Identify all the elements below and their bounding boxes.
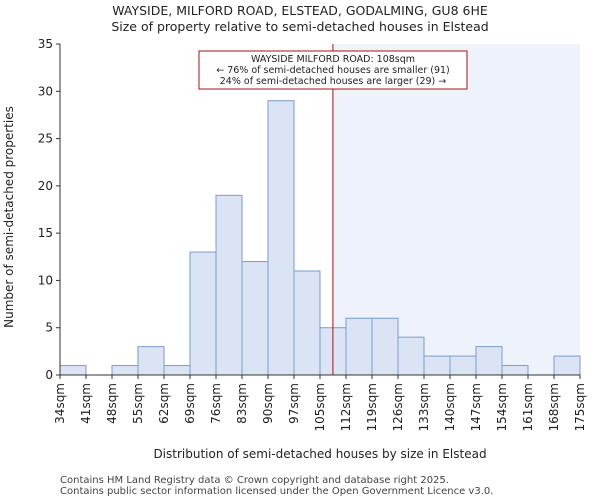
x-tick-label: 175sqm — [573, 383, 587, 431]
y-tick-label: 0 — [45, 368, 53, 382]
x-tick-label: 90sqm — [261, 383, 275, 424]
x-tick-label: 126sqm — [391, 383, 405, 431]
chart-title-line2: Size of property relative to semi-detach… — [111, 19, 488, 34]
bar-90sqm — [267, 100, 295, 376]
bar-119sqm — [371, 317, 399, 376]
x-tick-label: 119sqm — [365, 383, 379, 431]
y-tick-label: 5 — [45, 321, 53, 335]
x-tick-label: 147sqm — [469, 383, 483, 431]
y-tick-label: 35 — [38, 37, 53, 51]
x-tick-label: 62sqm — [157, 383, 171, 424]
x-tick-label: 34sqm — [53, 383, 67, 424]
x-tick-label: 154sqm — [495, 383, 509, 431]
x-tick-label: 140sqm — [443, 383, 457, 431]
x-tick-label: 161sqm — [521, 383, 535, 431]
y-tick-label: 30 — [38, 84, 53, 98]
y-tick-label: 15 — [38, 226, 53, 240]
annotation-larger: 24% of semi-detached houses are larger (… — [220, 76, 447, 87]
x-tick-label: 133sqm — [417, 383, 431, 431]
bar-97sqm — [293, 270, 321, 376]
x-tick-label: 168sqm — [547, 383, 561, 431]
y-tick-label: 20 — [38, 179, 53, 193]
y-axis-title: Number of semi-detached properties — [2, 106, 16, 328]
bar-69sqm — [189, 251, 217, 376]
bar-83sqm — [241, 261, 269, 376]
x-axis-title: Distribution of semi-detached houses by … — [153, 447, 486, 461]
bar-168sqm — [553, 355, 581, 376]
footer-line1: Contains HM Land Registry data © Crown c… — [60, 475, 449, 486]
chart-title-line1: WAYSIDE, MILFORD ROAD, ELSTEAD, GODALMIN… — [112, 3, 488, 18]
annotation-box-frame — [198, 50, 468, 90]
bar-112sqm — [345, 317, 373, 376]
y-tick-label: 25 — [38, 132, 53, 146]
x-tick-label: 83sqm — [235, 383, 249, 424]
x-tick-label: 69sqm — [183, 383, 197, 424]
x-tick-label: 48sqm — [105, 383, 119, 424]
bar-62sqm — [163, 365, 191, 376]
bars-group — [59, 100, 581, 376]
annotation-smaller: ← 76% of semi-detached houses are smalle… — [216, 65, 450, 76]
x-tick-label: 76sqm — [209, 383, 223, 424]
footer-line2: Contains public sector information licen… — [60, 486, 493, 497]
x-tick-label: 112sqm — [339, 383, 353, 431]
x-ticks-group: 34sqm 41sqm 48sqm 55sqm 62sqm 69sqm 76sqm 83sqm… — [53, 375, 587, 431]
annotation-box: WAYSIDE MILFORD ROAD: 108sqm ← 76% of se… — [198, 50, 468, 90]
x-tick-label: 41sqm — [79, 383, 93, 424]
bar-34sqm — [59, 365, 87, 376]
bar-147sqm — [475, 346, 503, 376]
y-ticks-group: 0 5 10 15 20 25 30 35 — [38, 37, 60, 382]
bar-140sqm — [449, 355, 477, 376]
x-tick-label: 55sqm — [131, 383, 145, 424]
annotation-title: WAYSIDE MILFORD ROAD: 108sqm — [251, 54, 415, 65]
x-tick-label: 105sqm — [313, 383, 327, 431]
bar-76sqm — [215, 194, 243, 376]
x-tick-label: 97sqm — [287, 383, 301, 424]
y-tick-label: 10 — [38, 273, 53, 287]
bar-48sqm — [111, 365, 139, 376]
bar-154sqm — [501, 365, 529, 376]
bar-126sqm — [397, 336, 425, 376]
bar-55sqm — [137, 346, 165, 376]
bar-133sqm — [423, 355, 451, 376]
